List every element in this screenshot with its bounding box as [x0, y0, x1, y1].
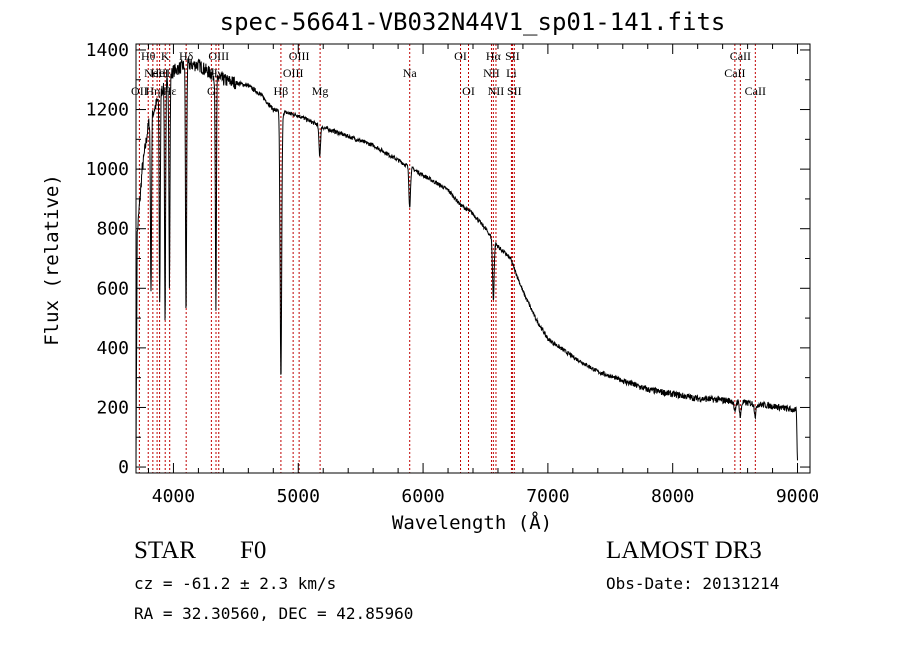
plot-frame: [135, 43, 811, 474]
line-marker-label: NeIII: [144, 66, 170, 80]
line-marker-label: OI: [462, 84, 475, 98]
y-tick-label: 1400: [86, 40, 129, 61]
x-tick-label: 5000: [277, 486, 320, 507]
line-marker-label: CaII: [724, 66, 745, 80]
obs-date: Obs-Date: 20131214: [606, 574, 780, 593]
line-marker-label: Na: [403, 66, 418, 80]
y-tick-label: 600: [96, 278, 129, 299]
line-marker-label: Mg: [312, 84, 329, 98]
axis-ticks: 4000 5000 6000 7000 8000 9000 0 200 400 600 800 100…: [86, 40, 820, 507]
line-marker-label: OIII: [283, 66, 304, 80]
line-marker-label: Hβ: [274, 84, 289, 98]
y-tick-label: 400: [96, 338, 129, 359]
line-marker-label: NII: [483, 66, 500, 80]
y-tick-label: 800: [96, 219, 129, 240]
y-tick-label: 200: [96, 397, 129, 418]
line-labels: OIIHθHηNeIIIHeIKHεHδGHγOIIIHβOIIIOIIIMgN…: [131, 49, 766, 98]
redshift-cz: cz = -61.2 ± 2.3 km/s: [134, 574, 337, 593]
line-marker-label: Hθ: [141, 49, 156, 63]
object-type: STAR: [134, 537, 196, 564]
y-axis-label: Flux (relative): [41, 174, 63, 346]
line-marker-label: K: [161, 49, 170, 63]
survey-name: LAMOST DR3: [606, 537, 762, 564]
line-marker-label: Li: [506, 66, 517, 80]
coordinates: RA = 32.30560, DEC = 42.85960: [134, 604, 414, 623]
line-marker-label: OIII: [208, 49, 229, 63]
line-marker-label: CaII: [745, 84, 766, 98]
chart-title: spec-56641-VB032N44V1_sp01-141.fits: [219, 8, 726, 36]
line-marker-label: HeI: [151, 66, 169, 80]
subclass: F0: [240, 537, 267, 564]
x-tick-label: 4000: [152, 486, 195, 507]
line-marker-label: OI: [454, 49, 467, 63]
y-tick-label: 1000: [86, 159, 129, 180]
line-marker-label: SII: [507, 84, 522, 98]
x-axis-label: Wavelength (Å): [392, 511, 552, 534]
line-marker-label: SII: [505, 49, 520, 63]
y-tick-label: 0: [118, 457, 129, 478]
line-marker-label: Hδ: [179, 49, 194, 63]
x-tick-label: 8000: [651, 486, 694, 507]
line-marker-label: CaII: [730, 49, 751, 63]
line-marker-label: Hα: [486, 49, 502, 63]
x-tick-label: 6000: [401, 486, 444, 507]
line-marker-label: Hη: [145, 84, 160, 98]
y-tick-label: 1200: [86, 100, 129, 121]
spectrum-line: [135, 58, 798, 468]
line-marker-label: NII: [488, 84, 505, 98]
line-markers: [138, 44, 756, 473]
x-tick-label: 7000: [526, 486, 569, 507]
line-marker-label: Hε: [163, 84, 177, 98]
line-marker-label: OIII: [289, 49, 310, 63]
line-marker-label: G: [207, 84, 216, 98]
line-marker-label: OII: [131, 84, 148, 98]
x-tick-label: 9000: [776, 486, 819, 507]
